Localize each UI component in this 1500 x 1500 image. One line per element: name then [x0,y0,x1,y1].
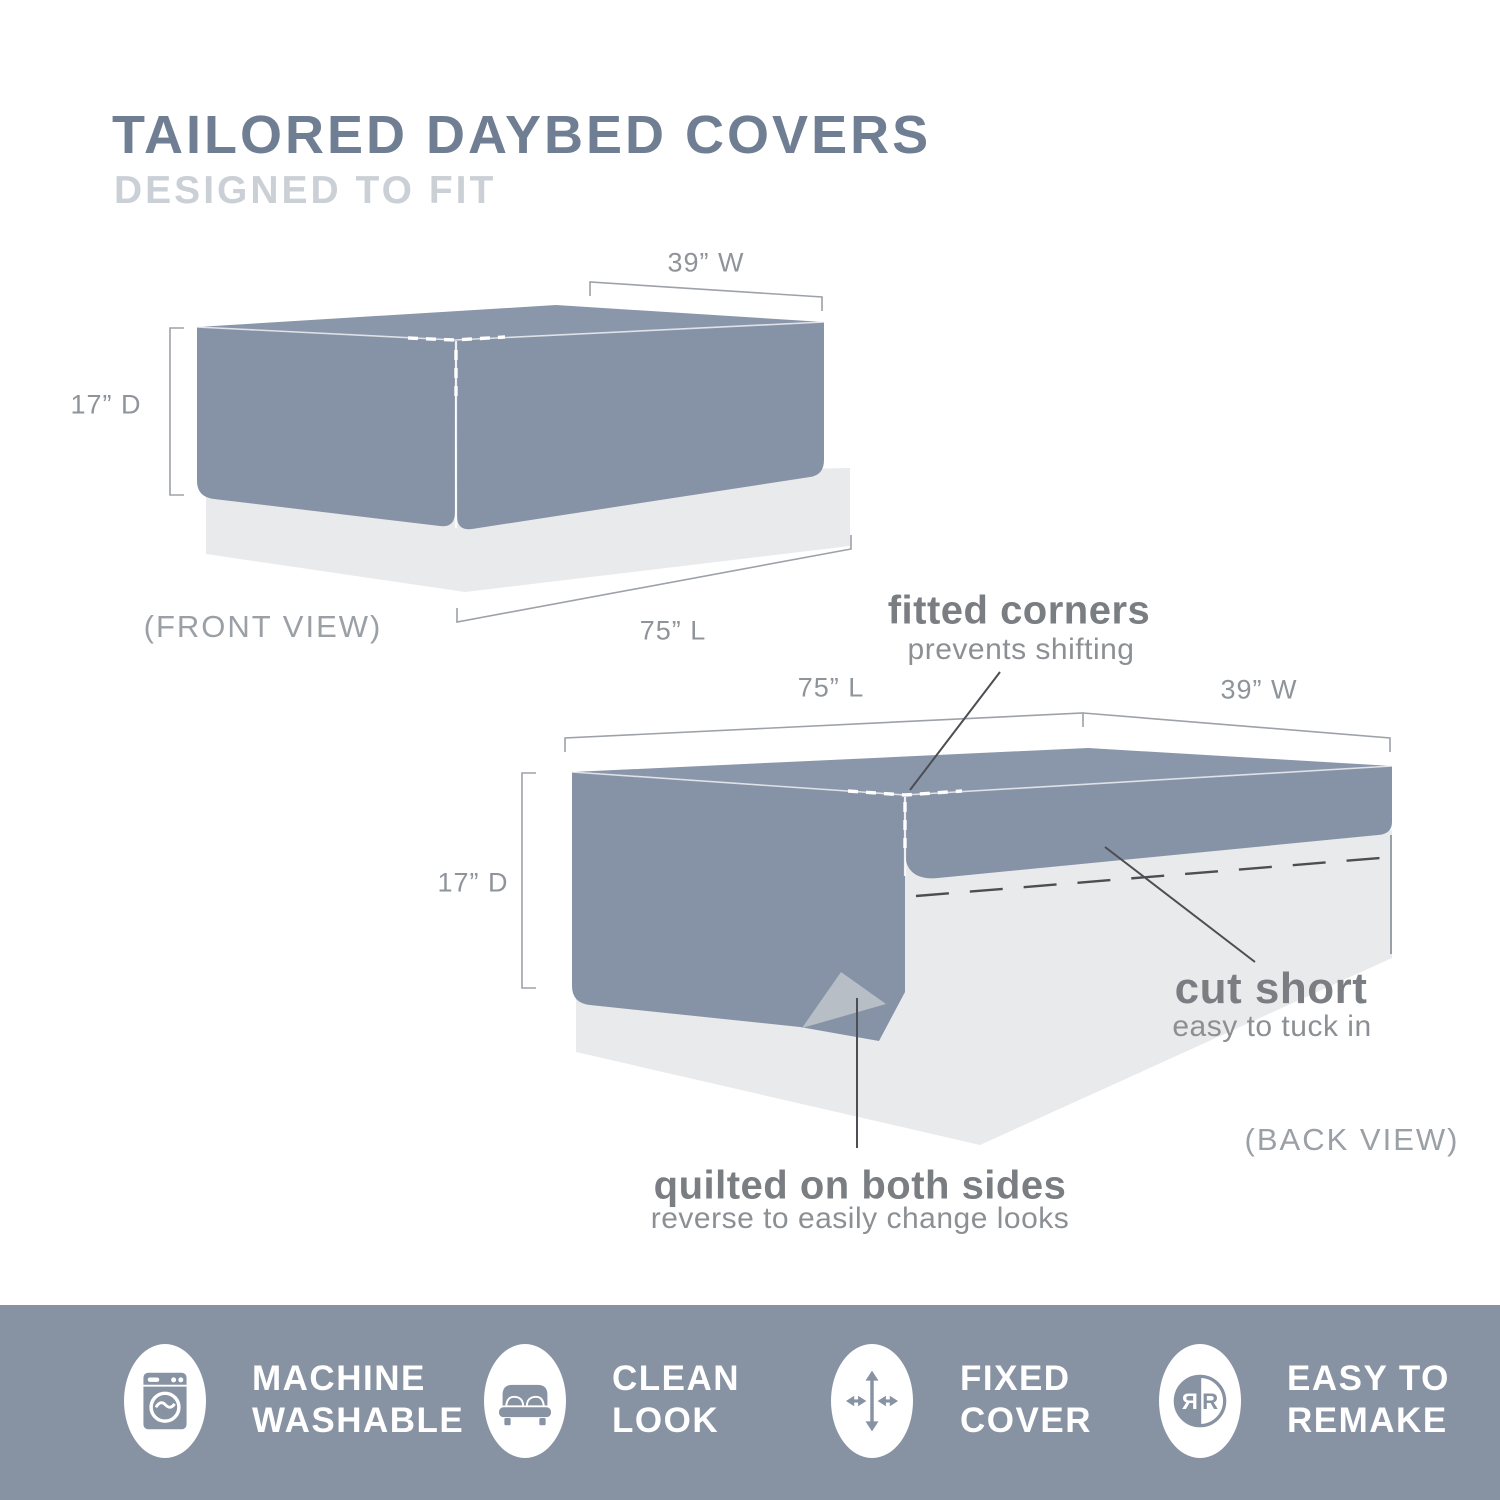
back-view-caption: (BACK VIEW) [1244,1122,1460,1157]
front-length-dimension-label: 75” L [639,615,707,646]
washing-machine-icon [143,1372,187,1430]
feature-circle-clean-look [484,1344,566,1458]
back-view-dimension-lines [521,712,1391,989]
depth-dimension-bracket-back [521,772,536,989]
front-view-illustration [169,281,852,623]
fitted-corner-dashes-back [847,789,963,850]
feature-label-clean-look: CLEAN LOOK [612,1358,740,1442]
front-depth-dimension-label: 17” D [70,389,142,420]
remake-icon: Я R [1173,1374,1227,1428]
page-title: TAILORED DAYBED COVERS [112,105,932,165]
remake-glyph-right: R [1202,1389,1218,1414]
depth-dimension-bracket [169,327,184,496]
feature-label-easy-to-remake: EASY TO REMAKE [1287,1358,1450,1442]
remake-glyph-left: Я [1182,1389,1198,1414]
length-width-dimension-line [564,712,1391,752]
cover-left-panel-front [197,327,455,527]
cover-top-face-front [197,305,824,340]
feature-label-line: MACHINE [252,1359,426,1398]
quilted-title: quilted on both sides [653,1163,1067,1208]
fitted-corners-title: fitted corners [887,588,1151,633]
feature-label-line: EASY TO [1287,1359,1450,1398]
cut-short-subtitle: easy to tuck in [1172,1010,1372,1043]
front-width-dimension-label: 39” W [667,247,745,278]
back-length-dimension-label: 75” L [797,672,865,703]
cover-front-panel-front [455,322,824,530]
length-dimension-line [456,535,852,623]
cover-crease-hairline-front [196,321,825,341]
width-dimension-line [589,281,823,311]
back-width-dimension-label: 39” W [1220,674,1298,705]
back-view-illustration [521,671,1393,1148]
feature-label-fixed-cover: FIXED COVER [960,1358,1092,1442]
fitted-corners-subtitle: prevents shifting [907,633,1135,666]
feature-label-line: FIXED [960,1359,1071,1398]
feature-circle-fixed-cover [831,1344,913,1458]
bed-icon [497,1384,553,1426]
page-subtitle: DESIGNED TO FIT [114,169,497,212]
cut-short-title: cut short [1174,964,1368,1013]
cover-top-face-back [572,748,1392,795]
tuck-dashed-line [915,856,1381,898]
feature-label-line: CLEAN [612,1359,741,1398]
front-view-caption: (FRONT VIEW) [143,609,383,644]
quilted-subtitle: reverse to easily change looks [650,1202,1070,1235]
fitted-corners-leader [909,671,1001,791]
cut-short-leader [1104,846,1256,963]
feature-circle-easy-to-remake: Я R [1159,1344,1241,1458]
annotation-leader-lines [856,671,1256,1148]
feature-circle-machine-washable [124,1344,206,1458]
move-arrows-icon [845,1370,899,1432]
cover-cut-short-panel [905,766,1392,879]
cover-side-drape-back [572,772,905,1041]
front-view-dimension-lines [169,281,852,623]
feature-label-machine-washable: MACHINE WASHABLE [252,1358,464,1442]
fitted-corner-dashes-front [407,335,506,398]
feature-label-line: REMAKE [1287,1401,1448,1440]
features-bar: MACHINE WASHABLE CLEAN LOOK [0,1305,1500,1500]
feature-label-line: WASHABLE [252,1401,465,1440]
quilted-flap-underside [802,972,886,1028]
feature-label-line: LOOK [612,1401,720,1440]
feature-label-line: COVER [960,1401,1092,1440]
back-depth-dimension-label: 17” D [437,867,509,898]
